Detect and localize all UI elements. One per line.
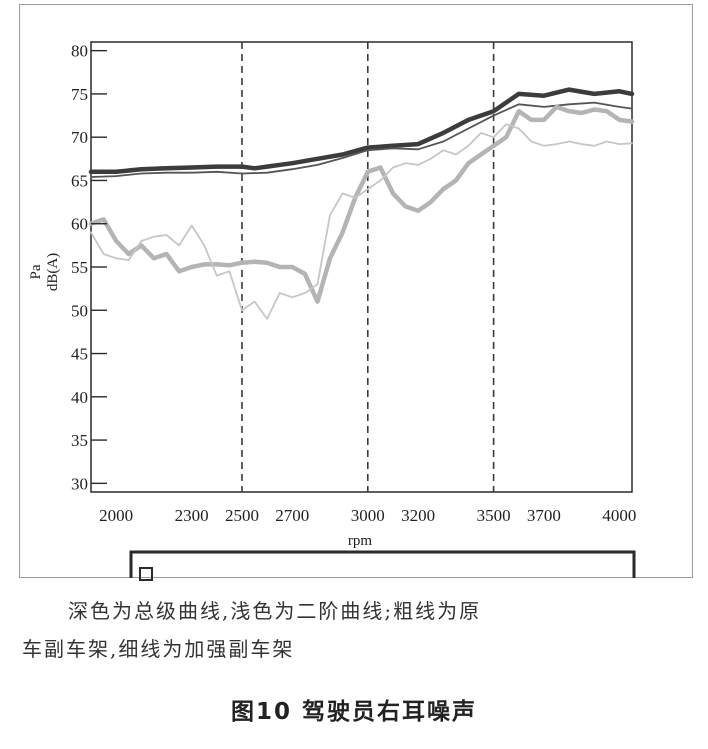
series-line-4 xyxy=(90,123,633,320)
x-tick-label-2000: 2000 xyxy=(99,506,133,525)
y-tick-label-40: 40 xyxy=(71,388,88,407)
series-line-2 xyxy=(90,101,633,178)
y-tick-label-30: 30 xyxy=(71,474,88,493)
y-tick-label-60: 60 xyxy=(71,215,88,234)
y-tick-label-80: 80 xyxy=(71,42,88,61)
figure-title: 图10 驾驶员右耳噪声 xyxy=(230,699,477,725)
y-tick-label-35: 35 xyxy=(71,431,88,450)
lower-figure-frame xyxy=(129,550,636,578)
x-axis-title: rpm xyxy=(348,533,372,549)
series-line-3 xyxy=(88,104,635,304)
y-tick-label-70: 70 xyxy=(71,128,88,147)
y-tick-label-55: 55 xyxy=(71,258,88,277)
y-tick-label-75: 75 xyxy=(71,85,88,104)
series-line-1 xyxy=(88,87,635,175)
y-axis-title: dB(A) xyxy=(45,253,61,291)
y-unit-label: Pa xyxy=(28,264,44,279)
x-tick-label-3000: 3000 xyxy=(351,506,385,525)
caption-line-2: 车副车架,细线为加强副车架 xyxy=(22,637,295,661)
figure-frame xyxy=(19,4,693,578)
x-tick-label-3200: 3200 xyxy=(401,506,435,525)
y-tick-label-65: 65 xyxy=(71,171,88,190)
caption-line-1: 深色为总级曲线,浅色为二阶曲线;粗线为原 xyxy=(68,599,482,623)
y-tick-label-50: 50 xyxy=(71,301,88,320)
lower-figure-marker xyxy=(139,567,153,581)
x-tick-label-3500: 3500 xyxy=(477,506,511,525)
x-tick-label-4000: 4000 xyxy=(602,506,636,525)
x-tick-label-2300: 2300 xyxy=(175,506,209,525)
figure-caption: 深色为总级曲线,浅色为二阶曲线;粗线为原 车副车架,细线为加强副车架 xyxy=(22,592,694,668)
x-tick-label-2500: 2500 xyxy=(225,506,259,525)
x-tick-label-2700: 2700 xyxy=(275,506,309,525)
y-tick-label-45: 45 xyxy=(71,345,88,364)
noise-line-chart: 30 35 40 45 50 55 60 65 70 75 80 2000 2300 2500 2700 3… xyxy=(28,41,636,581)
x-tick-label-3700: 3700 xyxy=(527,506,561,525)
